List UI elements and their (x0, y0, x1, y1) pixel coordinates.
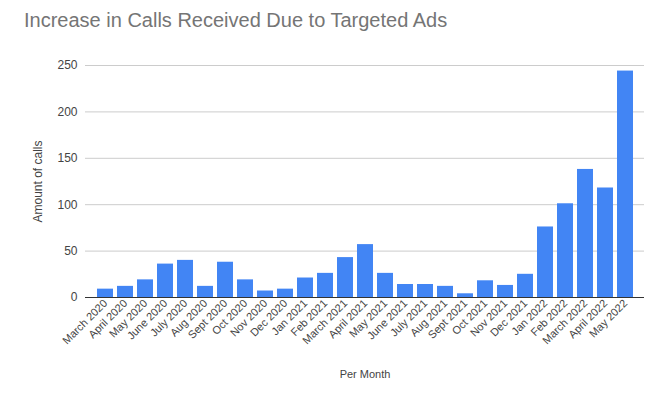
svg-text:Jan 2021: Jan 2021 (268, 296, 310, 338)
svg-text:Oct 2020: Oct 2020 (209, 296, 250, 337)
svg-text:May 2022: May 2022 (587, 297, 630, 340)
svg-text:100: 100 (57, 198, 77, 212)
svg-text:Amount of calls: Amount of calls (31, 140, 45, 222)
svg-text:Nov 2020: Nov 2020 (227, 296, 270, 339)
svg-text:June 2020: June 2020 (124, 296, 170, 342)
svg-text:Jan 2022: Jan 2022 (508, 296, 550, 338)
svg-text:Aug 2021: Aug 2021 (407, 296, 450, 339)
svg-text:April 2021: April 2021 (325, 296, 370, 341)
svg-text:Dec 2020: Dec 2020 (247, 296, 290, 339)
svg-text:June 2021: June 2021 (364, 296, 410, 342)
svg-text:Oct 2021: Oct 2021 (449, 296, 490, 337)
svg-text:May 2021: May 2021 (346, 296, 390, 340)
svg-text:250: 250 (57, 58, 77, 72)
svg-text:Sept 2021: Sept 2021 (425, 296, 470, 341)
svg-text:March 2021: March 2021 (299, 296, 350, 347)
html-text:Increase in Calls Received Due: Increase in Calls Received Due to Target… (24, 9, 448, 31)
svg-text:200: 200 (57, 105, 77, 119)
svg-text:May 2020: May 2020 (106, 296, 150, 340)
svg-text:April 2020: April 2020 (85, 296, 130, 341)
svg-text:July 2020: July 2020 (147, 296, 190, 339)
svg-text:150: 150 (57, 151, 77, 165)
svg-text:Dec 2021: Dec 2021 (487, 296, 530, 339)
svg-text:March 2020: March 2020 (59, 296, 110, 347)
svg-text:50: 50 (64, 244, 78, 258)
svg-text:Nov 2021: Nov 2021 (467, 296, 510, 339)
svg-text:Feb 2021: Feb 2021 (288, 296, 330, 339)
svg-text:Feb 2022: Feb 2022 (528, 296, 570, 339)
svg-text:March 2022: March 2022 (539, 296, 590, 347)
svg-text:0: 0 (71, 290, 78, 304)
svg-text:Sept 2020: Sept 2020 (185, 296, 230, 341)
svg-text:Aug 2020: Aug 2020 (167, 296, 210, 339)
svg-text:Per Month: Per Month (340, 368, 391, 380)
svg-text:April 2022: April 2022 (565, 296, 610, 341)
svg-text:July 2021: July 2021 (387, 296, 430, 339)
